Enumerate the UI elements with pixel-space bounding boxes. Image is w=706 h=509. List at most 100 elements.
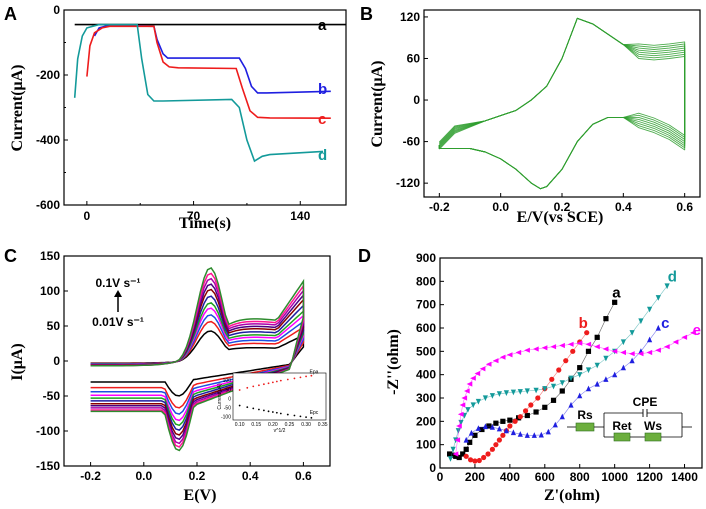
series-e-point [466,381,473,387]
series-b-point [467,457,474,463]
series-d-point [577,372,583,378]
inset-point-Epa [299,376,302,379]
y-tick-label: 500 [416,344,436,358]
panel-b-chart: -0.2 0.0 0.2 0.4 0.6 120 60 0 -60 -120 E/V(vs SCE)… [369,9,701,226]
inset-x-axis-title: v^1/2 [274,428,286,434]
series-c-point [577,392,583,399]
inset-y-tick-label: -100 [221,414,231,420]
series-d-point [517,389,523,395]
series-e-point [620,349,626,356]
inset-point-Epc [275,411,278,414]
series-label-a: a [318,17,327,34]
series-e-point [611,348,618,354]
series-b-point [522,408,529,414]
series-a-point [486,423,492,429]
series-c-point [517,431,523,437]
series-c-point [510,429,516,436]
series-e-point [524,347,530,353]
series-label-d: d [318,147,327,164]
x-tick-label: 1000 [601,470,628,484]
x-tick-label: 0.4 [242,469,259,483]
y-tick-label: 0 [53,354,60,368]
series-label-a: a [612,285,621,302]
inset-legend-epc: Epc [310,410,319,416]
inset-point-Epc [293,414,296,417]
x-axis-title: Z'(ohm) [544,487,600,504]
series-a-point [467,439,473,445]
series-c-point [612,371,618,378]
y-tick-label: 700 [416,298,436,312]
series-c-point [585,385,592,392]
inset-x-tick-label: 0.20 [268,422,278,428]
cv-scan-line [438,17,686,190]
inset-point-Epc [238,404,241,407]
series-d-point [550,383,557,390]
series-c-point [482,423,488,430]
inset-point-Epc [267,410,270,413]
series-b-point [556,367,562,373]
inset-point-Epa [267,382,270,385]
inset-point-Epa [271,381,274,384]
series-c-point [531,432,537,438]
y-tick-label: 0 [413,93,420,107]
panel-letter-a: A [4,4,17,24]
series-e-point [646,349,653,356]
x-tick-label: 0.6 [295,469,312,483]
series-a-point [550,397,557,403]
series-e-point [457,411,464,417]
y-tick-label: 200 [416,414,436,428]
y-tick-label: -200 [36,68,60,82]
series-b-point [570,348,576,354]
series-e-point [541,345,548,351]
series-c-point [568,401,574,408]
y-tick-label: 50 [47,319,61,333]
annotation-low-rate: 0.01V s⁻¹ [92,315,144,329]
series-c-point [603,376,609,382]
x-tick-label: 200 [465,470,485,484]
series-b-point [517,414,523,420]
series-b-point [507,423,513,429]
plot-frame [63,9,347,206]
y-tick-label: -120 [396,176,420,190]
y-tick-label: 400 [416,368,436,382]
series-b-point [493,442,499,448]
series-label-d: d [668,268,677,285]
series-e-point [464,388,470,394]
label-ws: Ws [644,419,662,433]
series-a-point [585,348,592,354]
series-d-point [465,407,471,413]
series-d-point [450,446,456,453]
series-c-point [468,429,474,436]
inset-point-Epa [286,378,289,381]
inset-point-Epc [286,413,289,416]
label-rs: Rs [577,408,593,422]
resistor-ret [613,432,631,442]
y-tick-label: -600 [36,198,60,212]
inset-x-tick-label: 0.35 [318,422,328,428]
series-e-point [456,423,462,429]
arrow-head-icon [114,290,122,297]
series-e-point [470,375,476,381]
panel-c-chart: -0.2 0.0 0.2 0.4 0.6 150 100 50 0 -50 -100 -150 E(V)… [9,249,331,504]
inset-point-Epa [262,383,265,386]
series-e-point [690,330,696,336]
inset-point-Epc [279,412,282,415]
cv-scan-line [438,17,686,190]
series-b-point [481,454,487,461]
series-c-point [545,428,551,435]
series-d-point [503,390,509,396]
series-e-point [637,351,644,357]
series-d-point [470,402,476,409]
series-c-line [86,25,331,119]
series-e-point [559,342,565,349]
series-c-point [629,357,635,364]
label-ret: Ret [612,419,631,433]
y-tick-label: 60 [407,51,421,65]
inset-x-tick-label: 0.30 [301,422,311,428]
x-tick-label: -0.2 [429,200,450,214]
series-a-point [453,453,459,459]
series-e-point [479,366,486,372]
y-tick-label: 0 [53,3,60,17]
series-c-point [524,432,530,438]
